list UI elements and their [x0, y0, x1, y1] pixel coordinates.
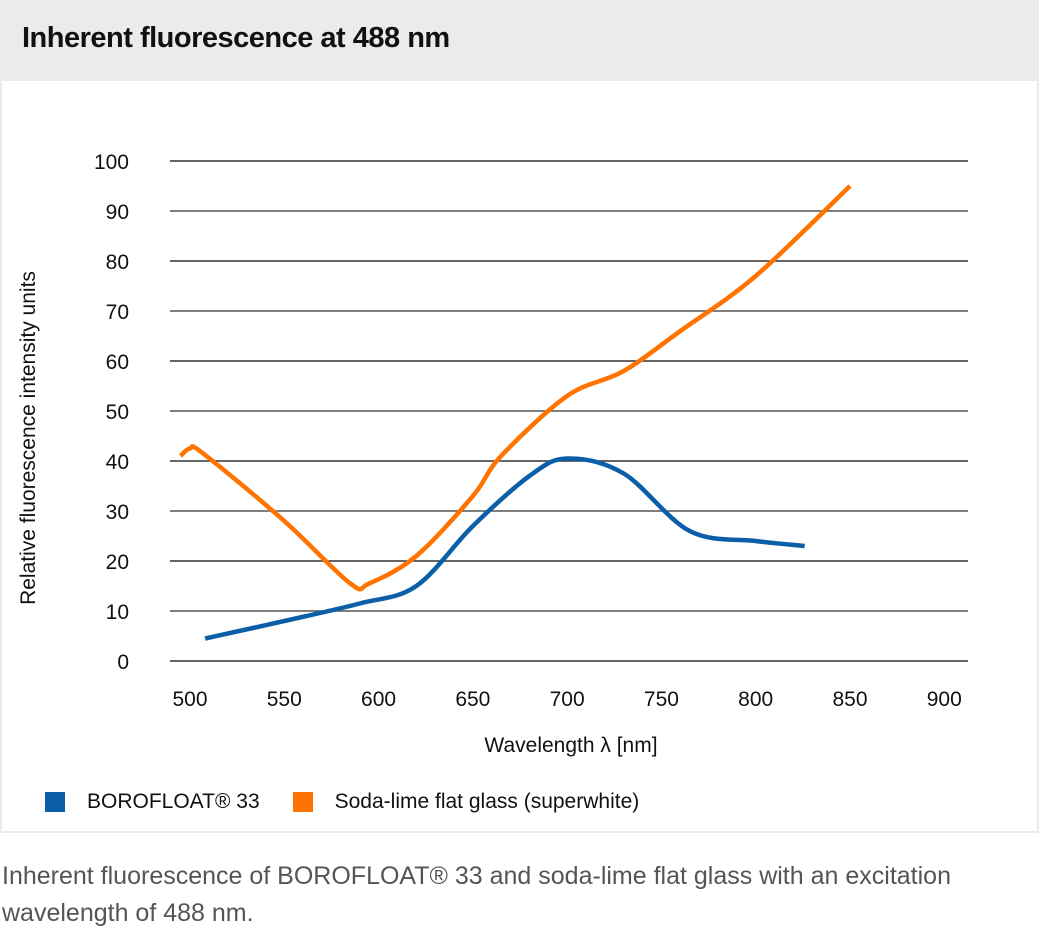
x-tick-label: 850	[832, 688, 867, 711]
y-tick-label: 60	[106, 351, 129, 374]
y-tick-label: 20	[106, 551, 129, 574]
chart-title: Inherent fluorescence at 488 nm	[22, 22, 450, 54]
soda-lime-line	[179, 184, 852, 592]
y-axis-label: Relative fluorescence intensity units	[17, 271, 40, 605]
y-tick-label: 80	[106, 251, 129, 274]
legend-swatch-borofloat	[45, 792, 65, 812]
x-tick-label: 700	[550, 688, 585, 711]
x-tick-label: 500	[172, 688, 207, 711]
legend-swatch-soda-lime	[292, 792, 313, 812]
x-tick-label: 650	[455, 688, 490, 711]
y-axis-ticks: 0 10 20 30 40 50 60 70 80 90 100	[94, 151, 129, 674]
legend-label-borofloat: BOROFLOAT® 33	[87, 790, 260, 813]
legend: BOROFLOAT® 33 Soda-lime flat glass (supe…	[45, 790, 672, 814]
x-axis-label: Wavelength λ [nm]	[484, 734, 657, 757]
figure-caption: Inherent fluorescence of BOROFLOAT® 33 a…	[2, 862, 951, 927]
x-tick-label: 750	[644, 688, 679, 711]
x-axis-ticks: 500 550 600 650 700 750 800 850 900	[172, 688, 961, 711]
x-tick-label: 900	[927, 688, 962, 711]
gridlines	[170, 160, 968, 662]
legend-item-borofloat: BOROFLOAT® 33	[45, 790, 260, 814]
y-tick-label: 90	[106, 201, 129, 224]
y-tick-label: 10	[106, 601, 129, 624]
x-tick-label: 800	[738, 688, 773, 711]
y-tick-label: 30	[106, 501, 129, 524]
legend-label-soda-lime: Soda-lime flat glass (superwhite)	[334, 790, 640, 813]
borofloat-33-line	[204, 456, 805, 641]
y-tick-label: 40	[106, 451, 129, 474]
chart-panel	[0, 81, 1039, 833]
y-tick-label: 50	[106, 401, 129, 424]
chart-header: Inherent fluorescence at 488 nm	[0, 0, 1039, 81]
y-tick-label: 100	[94, 151, 129, 174]
y-tick-label: 70	[106, 301, 129, 324]
y-tick-label: 0	[117, 651, 129, 674]
data-series	[179, 184, 852, 641]
x-tick-label: 600	[361, 688, 396, 711]
legend-item-soda-lime: Soda-lime flat glass (superwhite)	[292, 790, 640, 814]
x-tick-label: 550	[267, 688, 302, 711]
